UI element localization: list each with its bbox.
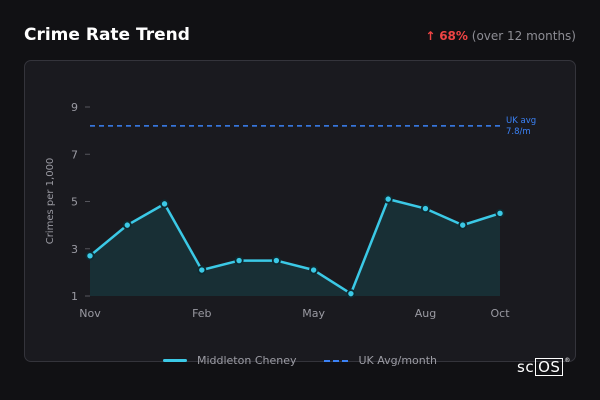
y-tick-label: 1 (71, 290, 78, 303)
legend-item-series[interactable]: Middleton Cheney (162, 354, 297, 367)
data-point (234, 256, 244, 266)
x-tick-label: Oct (490, 307, 510, 320)
logo-boxed-text: OS (535, 358, 564, 376)
y-tick-label: 7 (71, 148, 78, 161)
chart-legend: Middleton Cheney UK Avg/month (0, 354, 600, 367)
legend-swatch-reference (324, 359, 349, 362)
x-tick-label: Feb (192, 307, 211, 320)
chart-title: Crime Rate Trend (24, 25, 190, 45)
legend-swatch-series (162, 359, 187, 362)
data-point (458, 220, 468, 230)
legend-label-series: Middleton Cheney (196, 354, 297, 367)
series-line (89, 197, 501, 295)
x-tick-label: Aug (415, 307, 436, 320)
x-tick-label: May (302, 307, 325, 320)
brand-logo: sc OS ® (517, 356, 571, 376)
legend-item-reference[interactable]: UK Avg/month (324, 354, 437, 367)
series-area (90, 199, 500, 296)
reference-label: UK avg (506, 116, 536, 126)
logo-text: sc (517, 358, 535, 376)
y-tick-label: 9 (71, 101, 78, 114)
data-point (420, 204, 430, 214)
registered-mark: ® (564, 356, 571, 364)
data-point (197, 265, 207, 275)
legend-label-reference: UK Avg/month (358, 354, 438, 367)
data-point (495, 208, 505, 218)
data-point (271, 256, 281, 266)
trend-up-icon: ↑ (425, 29, 436, 43)
chart-card (24, 60, 576, 362)
y-tick-label: 3 (71, 243, 78, 256)
reference-value-label: 7.8/m (506, 127, 531, 137)
x-tick-label: Nov (79, 307, 101, 320)
data-point (85, 251, 95, 261)
data-point (122, 220, 132, 230)
change-note: (over 12 months) (471, 29, 576, 43)
change-percent: 68% (439, 29, 468, 43)
data-point (160, 199, 170, 209)
y-axis-label: Crimes per 1,000 (45, 158, 56, 245)
change-summary: ↑ 68% (over 12 months) (425, 29, 576, 43)
y-tick-label: 5 (71, 196, 78, 209)
data-point (346, 289, 356, 299)
data-point (309, 265, 319, 275)
data-point (383, 194, 393, 204)
